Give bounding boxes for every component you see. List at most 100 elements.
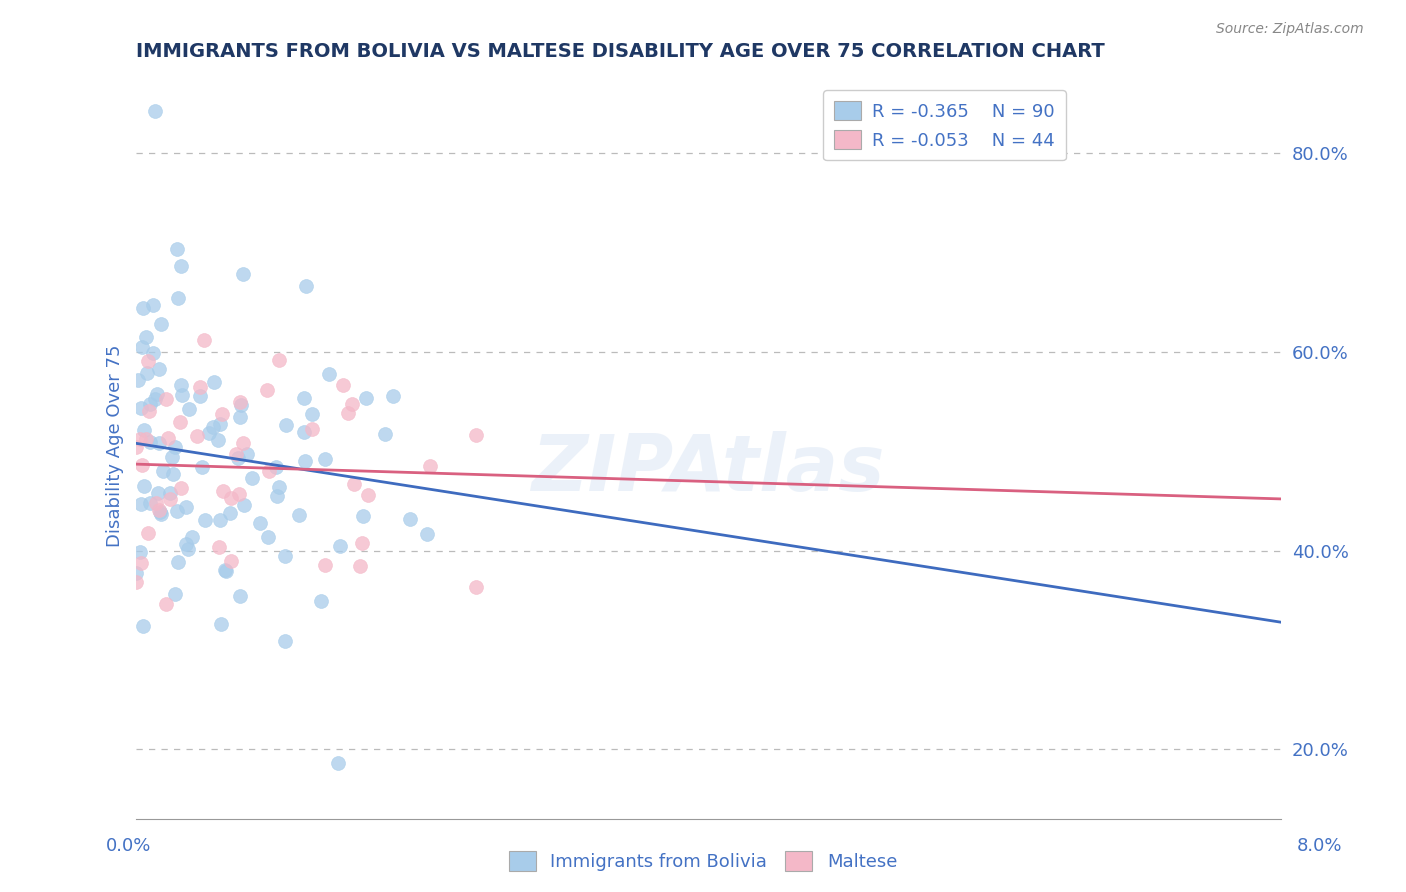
Point <box>152 464 174 478</box>
Point <box>294 425 316 439</box>
Point <box>256 530 278 544</box>
Point <box>301 422 323 436</box>
Point <box>332 378 354 392</box>
Point <box>125 566 148 580</box>
Point <box>207 433 229 447</box>
Point <box>416 527 439 541</box>
Point <box>129 401 152 415</box>
Point <box>294 454 316 468</box>
Point <box>232 268 254 282</box>
Point <box>288 508 311 523</box>
Point <box>125 440 148 454</box>
Point <box>194 513 217 527</box>
Point <box>356 488 378 502</box>
Point <box>156 431 179 445</box>
Point <box>170 388 193 402</box>
Point <box>129 497 152 511</box>
Point <box>343 477 366 491</box>
Point <box>229 589 252 603</box>
Point <box>301 407 323 421</box>
Point <box>148 435 170 450</box>
Point <box>148 485 170 500</box>
Point <box>349 558 371 573</box>
Point <box>249 516 271 530</box>
Point <box>180 530 202 544</box>
Point <box>155 392 177 406</box>
Point <box>188 389 211 403</box>
Point <box>209 616 232 631</box>
Point <box>148 362 170 376</box>
Point <box>136 366 159 380</box>
Legend: R = -0.365    N = 90, R = -0.053    N = 44: R = -0.365 N = 90, R = -0.053 N = 44 <box>824 90 1066 161</box>
Point <box>162 467 184 482</box>
Point <box>352 536 374 550</box>
Point <box>145 496 167 510</box>
Point <box>218 506 240 520</box>
Point <box>318 368 340 382</box>
Point <box>138 526 160 541</box>
Point <box>143 103 166 118</box>
Point <box>232 436 254 450</box>
Point <box>135 432 157 446</box>
Point <box>209 513 232 527</box>
Point <box>236 447 259 461</box>
Point <box>419 458 441 473</box>
Point <box>229 410 252 425</box>
Point <box>337 406 360 420</box>
Legend: Immigrants from Bolivia, Maltese: Immigrants from Bolivia, Maltese <box>502 844 904 879</box>
Point <box>179 402 201 417</box>
Point <box>240 471 263 485</box>
Point <box>159 492 181 507</box>
Point <box>138 435 160 450</box>
Point <box>465 428 488 442</box>
Point <box>226 451 249 466</box>
Point <box>197 425 219 440</box>
Point <box>139 397 162 411</box>
Point <box>188 380 211 394</box>
Point <box>314 452 336 467</box>
Point <box>150 508 173 522</box>
Point <box>136 354 159 368</box>
Point <box>212 483 235 498</box>
Point <box>148 503 170 517</box>
Point <box>399 511 422 525</box>
Point <box>142 346 165 360</box>
Point <box>219 554 242 568</box>
Y-axis label: Disability Age Over 75: Disability Age Over 75 <box>107 345 124 548</box>
Point <box>160 450 183 465</box>
Point <box>193 333 215 347</box>
Point <box>326 756 349 770</box>
Point <box>382 389 405 403</box>
Text: ZIPAtlas: ZIPAtlas <box>531 431 884 507</box>
Point <box>155 597 177 611</box>
Point <box>159 486 181 500</box>
Point <box>131 341 153 355</box>
Point <box>266 489 288 503</box>
Point <box>125 575 148 590</box>
Point <box>211 407 233 421</box>
Point <box>202 376 225 390</box>
Point <box>274 549 297 563</box>
Point <box>208 540 231 554</box>
Point <box>292 391 315 405</box>
Point <box>186 428 208 442</box>
Point <box>138 404 160 418</box>
Point <box>225 447 247 461</box>
Point <box>269 352 291 367</box>
Point <box>208 417 231 431</box>
Point <box>274 634 297 648</box>
Point <box>128 545 150 559</box>
Point <box>202 420 225 434</box>
Point <box>174 537 197 551</box>
Point <box>177 542 200 557</box>
Point <box>129 556 152 570</box>
Point <box>135 329 157 343</box>
Point <box>167 555 190 569</box>
Point <box>314 558 336 572</box>
Point <box>352 508 374 523</box>
Point <box>267 480 290 494</box>
Point <box>176 500 198 514</box>
Point <box>228 486 250 500</box>
Point <box>256 383 278 397</box>
Point <box>214 563 236 577</box>
